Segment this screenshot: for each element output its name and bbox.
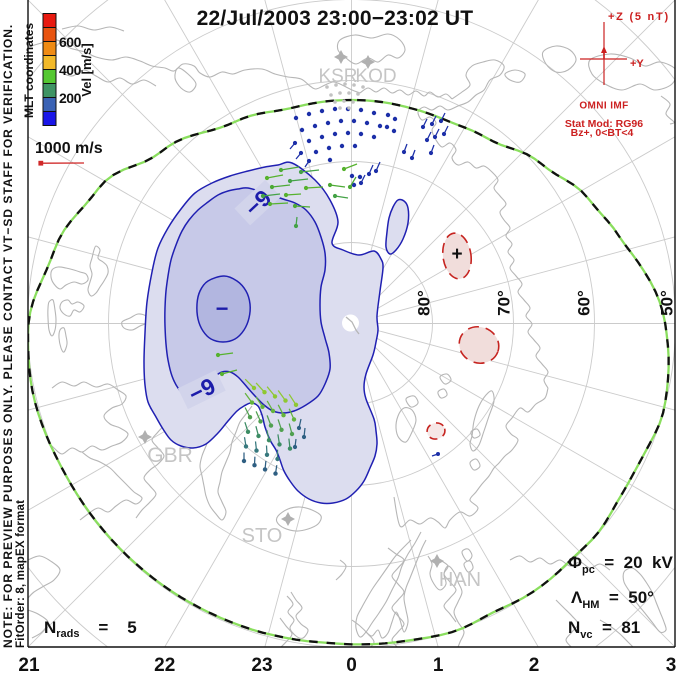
svg-text:Φpc = 20 kV: Φpc = 20 kV bbox=[568, 553, 673, 576]
svg-text:GBR: GBR bbox=[147, 444, 193, 467]
svg-text:KOD: KOD bbox=[355, 66, 396, 87]
svg-text:70°: 70° bbox=[495, 290, 514, 316]
svg-text:−: − bbox=[216, 296, 229, 321]
svg-text:+Y: +Y bbox=[630, 58, 644, 70]
svg-text:22: 22 bbox=[154, 655, 175, 674]
svg-text:Nvc = 81: Nvc = 81 bbox=[568, 618, 640, 641]
svg-text:Bz+, 0<BT<4: Bz+, 0<BT<4 bbox=[571, 127, 634, 139]
svg-text:FitOrder: 8, mapEX format: FitOrder: 8, mapEX format bbox=[15, 500, 27, 648]
svg-text:+: + bbox=[451, 244, 462, 265]
svg-text:HAN: HAN bbox=[439, 569, 481, 591]
svg-text:22/Jul/2003 23:00−23:02 UT: 22/Jul/2003 23:00−23:02 UT bbox=[197, 7, 474, 30]
svg-text:2: 2 bbox=[529, 655, 540, 674]
svg-text:60°: 60° bbox=[575, 290, 594, 316]
svg-text:23: 23 bbox=[251, 655, 272, 674]
svg-text:Vel [m/s]: Vel [m/s] bbox=[79, 43, 94, 96]
svg-text:OMNI IMF: OMNI IMF bbox=[579, 101, 628, 112]
svg-text:STO: STO bbox=[242, 525, 283, 547]
svg-text:80°: 80° bbox=[415, 290, 434, 316]
svg-text:600: 600 bbox=[59, 34, 82, 50]
svg-text:3: 3 bbox=[666, 655, 677, 674]
svg-text:NOTE: FOR PREVIEW PURPOSES ONL: NOTE: FOR PREVIEW PURPOSES ONLY. PLEASE … bbox=[1, 24, 15, 648]
svg-text:+Z (5 nT): +Z (5 nT) bbox=[608, 11, 670, 23]
svg-text:0: 0 bbox=[346, 655, 357, 674]
svg-text:21: 21 bbox=[18, 655, 40, 674]
svg-text:Stat Mod: RG96: Stat Mod: RG96 bbox=[565, 118, 643, 130]
svg-text:50°: 50° bbox=[658, 290, 677, 316]
svg-text:400: 400 bbox=[59, 62, 82, 78]
svg-text:200: 200 bbox=[59, 90, 82, 106]
svg-text:KSR: KSR bbox=[318, 66, 357, 87]
svg-text:MLT coordinates: MLT coordinates bbox=[22, 23, 36, 118]
svg-text:1000 m/s: 1000 m/s bbox=[35, 140, 103, 157]
svg-text:1: 1 bbox=[433, 655, 444, 674]
